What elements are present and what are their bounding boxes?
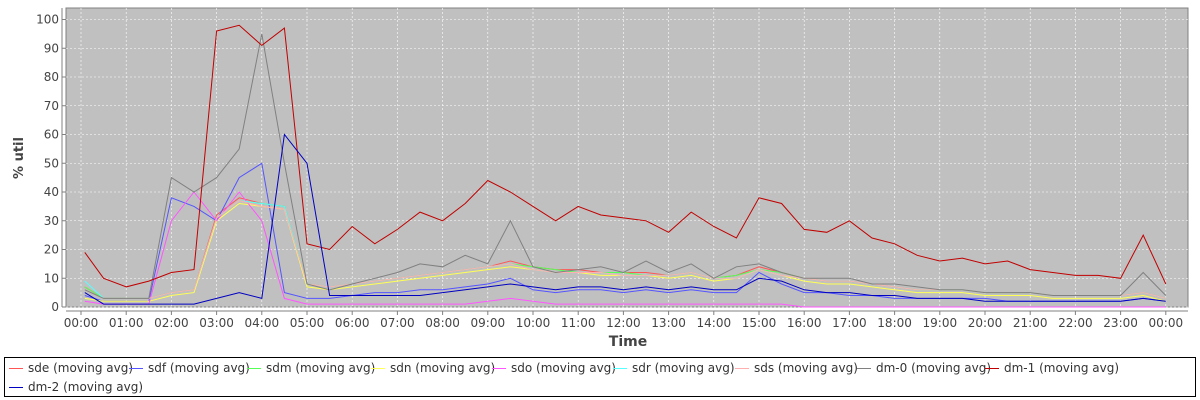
series-line-dm-0 [84,33,1167,299]
series-line-dm-1 [84,24,1167,288]
y-tick-label: 90 [44,41,59,55]
legend-label: sds (moving avg) [754,361,858,375]
x-tick-label: 05:00 [290,316,325,330]
x-tick-label: 20:00 [968,316,1003,330]
x-tick-label: 16:00 [787,316,822,330]
line-chart: 0 10 20 30 40 50 60 70 80 90 100 00:00 01:00 02:00 03:… [12,7,1189,350]
legend-swatch [492,367,506,369]
x-tick-label: 17:00 [832,316,867,330]
legend-swatch [129,367,143,369]
legend-label: sdo (moving avg) [511,361,616,375]
legend-item-dm-1: dm-1 (moving avg) [985,359,1119,377]
y-tick-label: 100 [36,13,59,27]
legend-item-sdm: sdm (moving avg) [247,359,375,377]
legend-swatch [735,367,749,369]
legend-item-sds: sds (moving avg) [735,359,858,377]
x-tick-label: 00:00 [64,316,99,330]
legend-swatch [247,367,261,369]
series-line-sdf [84,162,1166,302]
legend-label: dm-1 (moving avg) [1004,361,1120,375]
y-axis-label: % util [12,137,27,179]
y-tick-label: 40 [44,185,59,199]
y-tick-label: 20 [44,243,59,257]
x-tick-label: 21:00 [1013,316,1048,330]
x-tick-label: 19:00 [923,316,958,330]
x-tick-label: 18:00 [877,316,912,330]
x-tick-label: 15:00 [742,316,777,330]
x-tick-label: 14:00 [697,316,732,330]
x-tick-label: 03:00 [199,316,234,330]
x-tick-label: 10:00 [516,316,551,330]
legend-item-sde: sde (moving avg) [9,359,133,377]
legend-item-dm-2: dm-2 (moving avg) [9,378,143,396]
x-tick-label: 07:00 [380,316,415,330]
legend-label: sdm (moving avg) [266,361,376,375]
legend-item-sdo: sdo (moving avg) [492,359,616,377]
x-axis-label: Time [609,334,647,350]
series-line-dm-2 [84,133,1166,305]
y-tick-label: 30 [44,214,59,228]
legend-swatch [9,386,23,388]
legend-item-sdf: sdf (moving avg) [129,359,250,377]
y-tick-label: 0 [51,300,59,314]
plot-area [65,7,1189,308]
legend-label: dm-0 (moving avg) [876,361,992,375]
x-tick-label: 04:00 [245,316,280,330]
y-tick-label: 70 [44,99,59,113]
x-tick-label: 09:00 [471,316,506,330]
legend-swatch [613,367,627,369]
legend: sde (moving avg) sdf (moving avg) sdm (mov… [4,357,1196,397]
legend-swatch [9,367,23,369]
x-tick-label: 08:00 [425,316,460,330]
legend-label: dm-2 (moving avg) [28,380,144,394]
y-tick-label: 60 [44,128,59,142]
legend-swatch [857,367,871,369]
y-tick-label: 50 [44,156,59,170]
x-tick-label: 11:00 [561,316,596,330]
legend-label: sde (moving avg) [28,361,134,375]
x-tick-label: 01:00 [109,316,144,330]
series-line-sdo [84,191,1166,308]
x-tick-label: 12:00 [606,316,641,330]
legend-label: sdf (moving avg) [148,361,250,375]
legend-swatch [371,367,385,369]
x-tick-label: 00:00 [1149,316,1184,330]
legend-label: sdr (moving avg) [632,361,735,375]
x-tick-label: 06:00 [335,316,370,330]
x-tick-label: 23:00 [1103,316,1138,330]
legend-item-sdr: sdr (moving avg) [613,359,735,377]
y-tick-label: 10 [44,271,59,285]
legend-item-dm-0: dm-0 (moving avg) [857,359,991,377]
legend-label: sdn (moving avg) [390,361,496,375]
y-tick-label: 80 [44,70,59,84]
x-tick-label: 13:00 [651,316,686,330]
legend-swatch [985,367,999,369]
x-tick-label: 02:00 [154,316,189,330]
x-tick-label: 22:00 [1058,316,1093,330]
legend-item-sdn: sdn (moving avg) [371,359,495,377]
